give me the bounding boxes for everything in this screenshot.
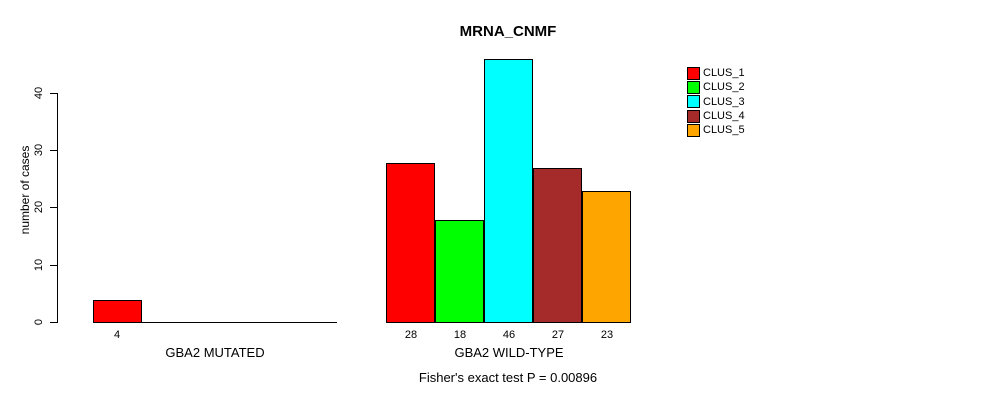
group-label: GBA2 WILD-TYPE — [454, 345, 564, 360]
y-tick-mark — [50, 322, 57, 323]
bar-clus-5 — [582, 191, 631, 323]
legend-swatch-clus-4 — [687, 109, 700, 123]
y-axis-label: number of cases — [18, 145, 32, 235]
caption: Fisher's exact test P = 0.00896 — [418, 370, 598, 385]
bar-clus-2 — [435, 220, 484, 323]
y-axis-line — [57, 93, 58, 323]
y-tick-mark — [50, 93, 57, 94]
legend-item-label: CLUS_3 — [703, 95, 745, 108]
legend-swatch-clus-1 — [687, 66, 700, 80]
x-axis-baseline — [93, 322, 337, 323]
group-label: GBA2 MUTATED — [165, 345, 265, 360]
y-tick-label: 30 — [33, 143, 45, 157]
y-tick-label: 40 — [33, 86, 45, 100]
legend-item: CLUS_3 — [687, 95, 745, 109]
bar-value-label: 4 — [113, 329, 121, 341]
y-tick-mark — [50, 150, 57, 151]
legend-item: CLUS_2 — [687, 80, 745, 94]
chart-title: MRNA_CNMF — [459, 23, 557, 40]
y-tick-mark — [50, 265, 57, 266]
legend-swatch-clus-2 — [687, 80, 700, 94]
y-tick-mark — [50, 207, 57, 208]
y-tick-label: 0 — [33, 318, 45, 326]
bar-value-label: 23 — [600, 329, 614, 341]
legend-item: CLUS_5 — [687, 123, 745, 137]
legend-item-label: CLUS_1 — [703, 67, 745, 80]
bar-value-label: 28 — [404, 329, 418, 341]
bar-clus-3 — [484, 59, 533, 323]
legend: CLUS_1 CLUS_2 CLUS_3 CLUS_4 CLUS_5 — [687, 66, 745, 137]
legend-item-label: CLUS_5 — [703, 124, 745, 137]
bar-clus-1 — [93, 300, 142, 323]
bar-clus-4 — [533, 168, 582, 323]
bar-value-label: 27 — [551, 329, 565, 341]
legend-item-label: CLUS_4 — [703, 110, 745, 123]
legend-item: CLUS_1 — [687, 66, 745, 80]
bar-value-label: 18 — [453, 329, 467, 341]
legend-item: CLUS_4 — [687, 109, 745, 123]
y-tick-label: 20 — [33, 200, 45, 214]
y-tick-label: 10 — [33, 258, 45, 272]
legend-item-label: CLUS_2 — [703, 81, 745, 94]
legend-swatch-clus-5 — [687, 123, 700, 137]
bar-value-label: 46 — [502, 329, 516, 341]
bar-clus-1 — [386, 163, 435, 323]
legend-swatch-clus-3 — [687, 95, 700, 109]
